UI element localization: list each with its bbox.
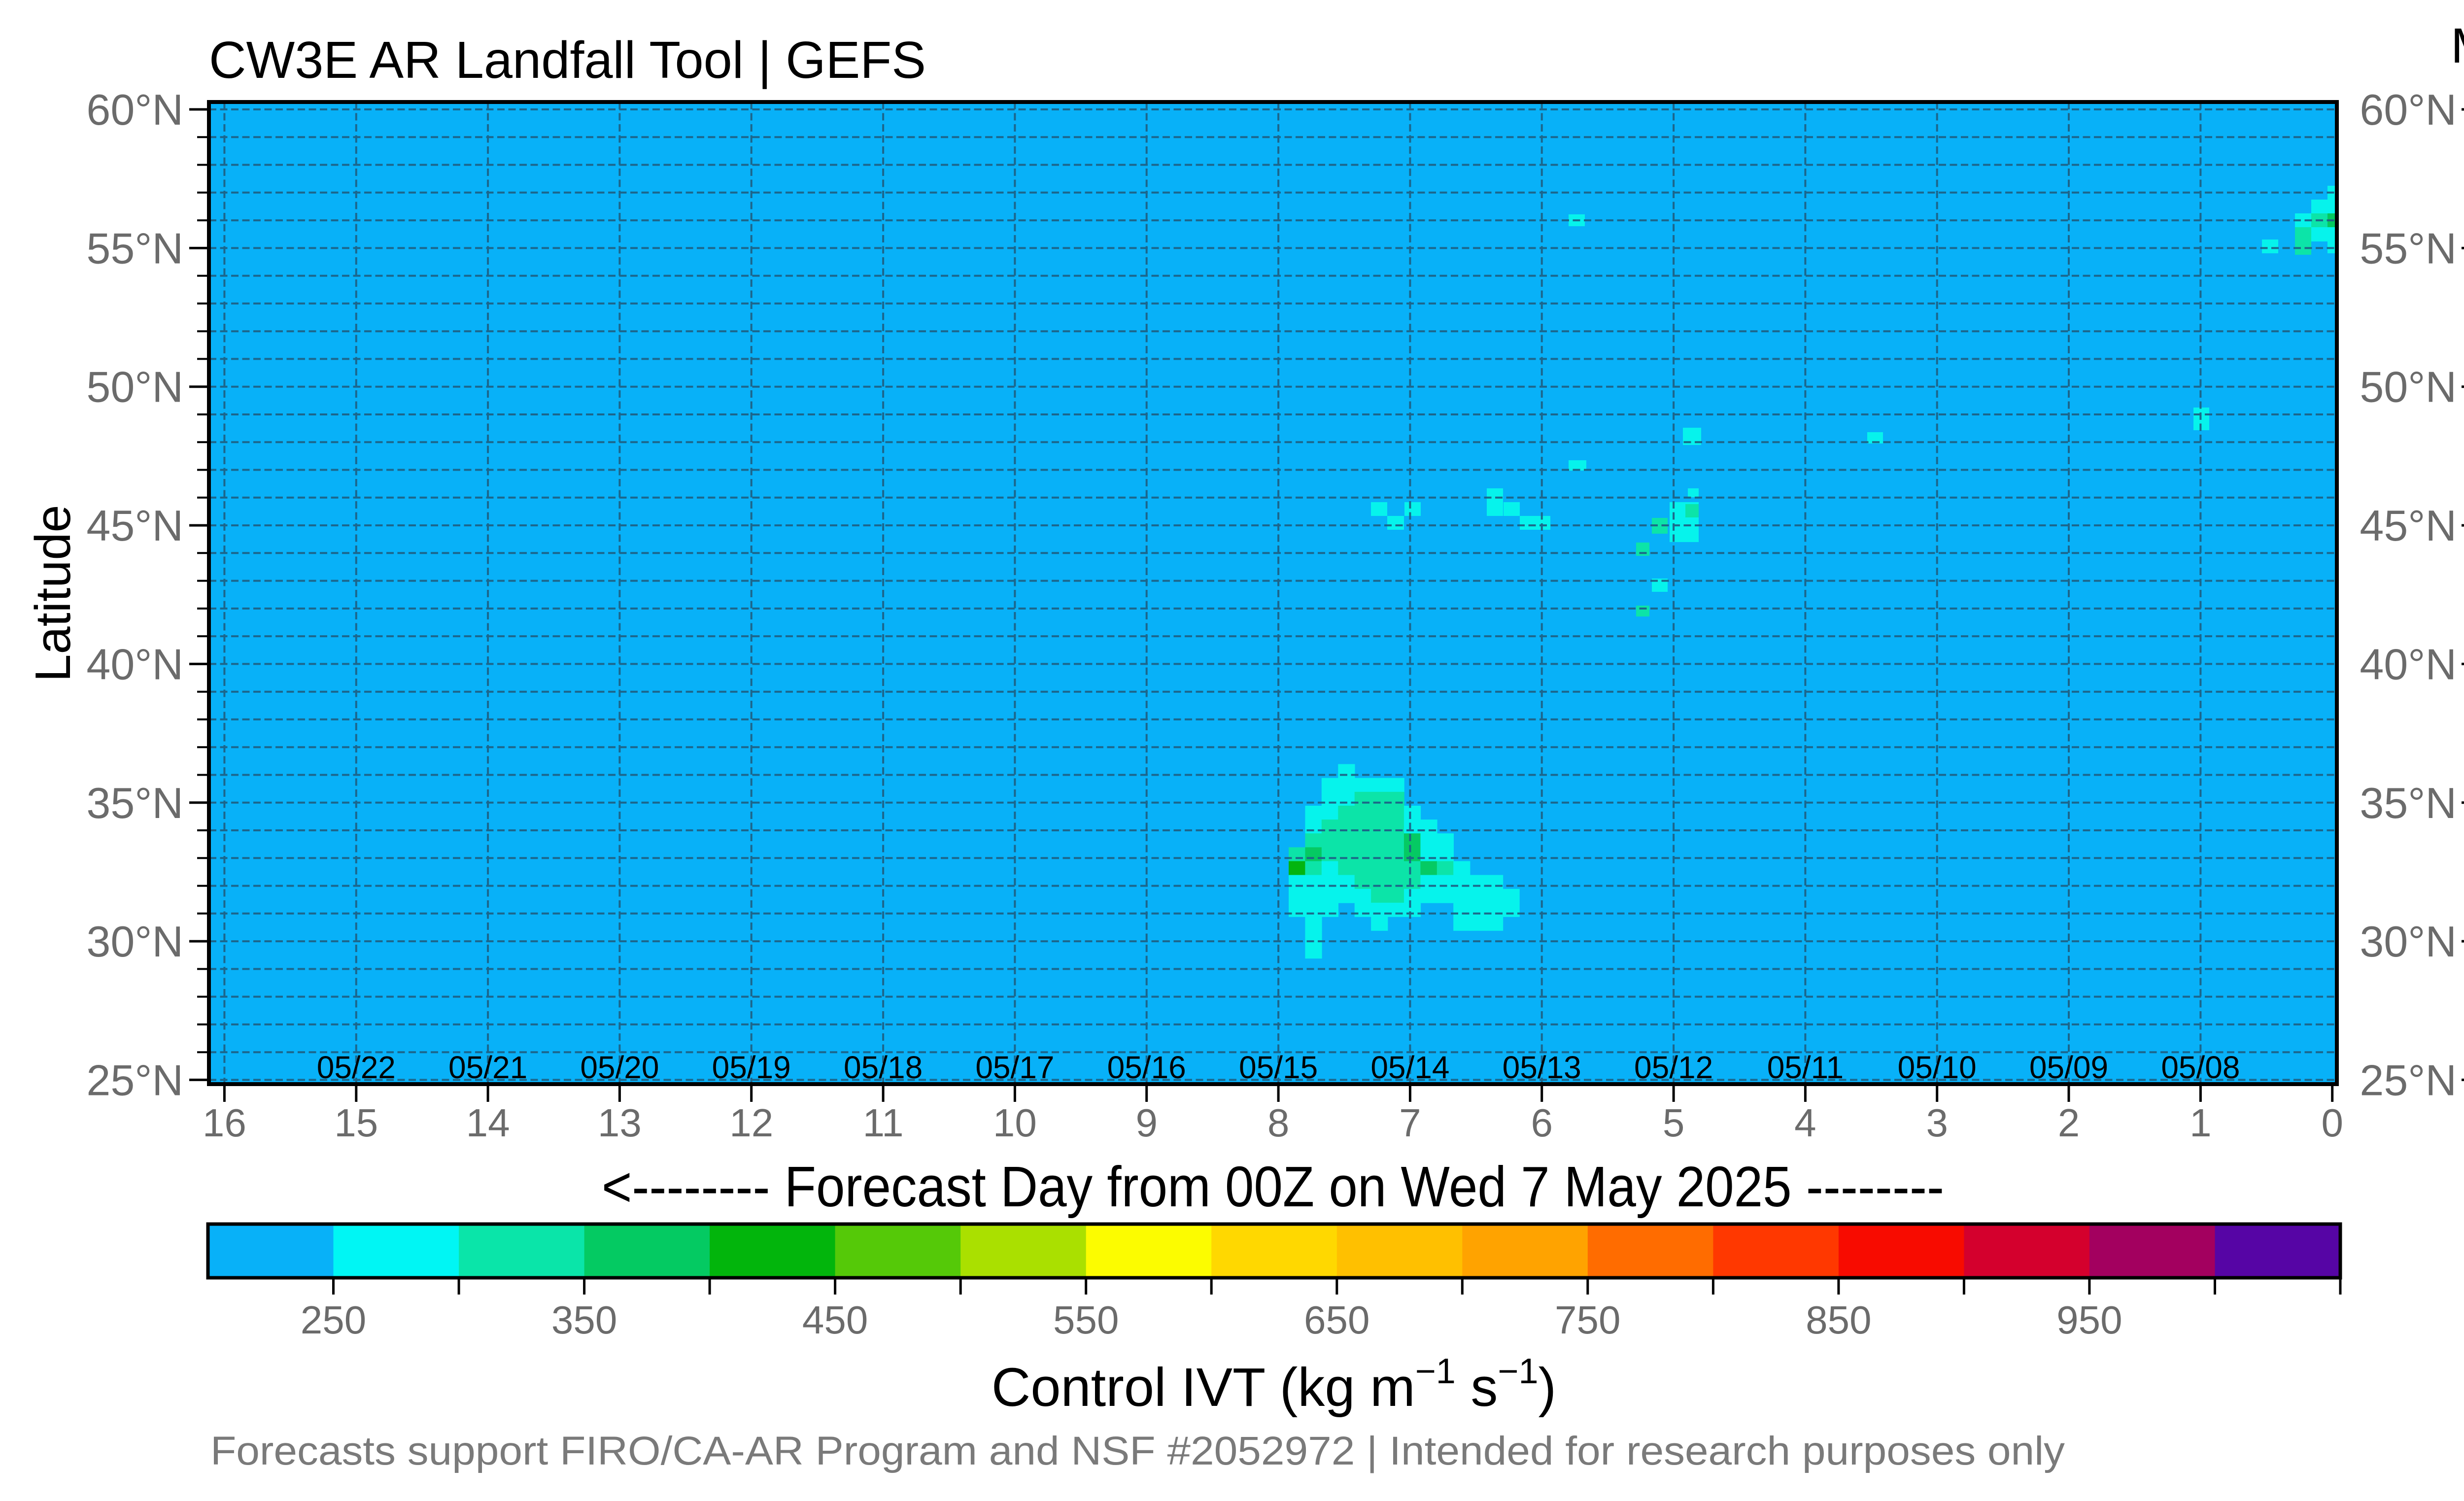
svg-text:05/16: 05/16 xyxy=(1107,1050,1186,1085)
svg-text:2: 2 xyxy=(2058,1101,2080,1145)
svg-text:05/12: 05/12 xyxy=(1634,1050,1713,1085)
svg-text:Control IVT (kg m−1 s−1): Control IVT (kg m−1 s−1) xyxy=(992,1352,1556,1418)
svg-text:12: 12 xyxy=(729,1101,773,1145)
svg-text:11: 11 xyxy=(863,1101,904,1145)
svg-text:05/17: 05/17 xyxy=(975,1050,1054,1085)
svg-text:15: 15 xyxy=(334,1101,378,1145)
svg-text:05/19: 05/19 xyxy=(712,1050,791,1085)
svg-text:13: 13 xyxy=(598,1101,642,1145)
svg-text:25°N: 25°N xyxy=(86,1056,183,1104)
svg-text:850: 850 xyxy=(1806,1298,1871,1342)
svg-text:35°N: 35°N xyxy=(2360,779,2457,827)
svg-text:40°N: 40°N xyxy=(86,640,183,688)
svg-text:950: 950 xyxy=(2056,1298,2122,1342)
svg-text:0: 0 xyxy=(2321,1101,2343,1145)
svg-text:30°N: 30°N xyxy=(86,917,183,966)
svg-text:Forecasts support FIRO/CA-AR P: Forecasts support FIRO/CA-AR Program and… xyxy=(210,1429,2065,1473)
svg-text:55°N: 55°N xyxy=(86,224,183,273)
svg-text:750: 750 xyxy=(1555,1298,1620,1342)
svg-text:05/18: 05/18 xyxy=(844,1050,923,1085)
svg-text:05/15: 05/15 xyxy=(1239,1050,1318,1085)
svg-text:45°N: 45°N xyxy=(2360,501,2457,550)
svg-text:14: 14 xyxy=(466,1101,510,1145)
svg-text:05/20: 05/20 xyxy=(580,1050,659,1085)
svg-text:Latitude: Latitude xyxy=(26,505,81,682)
svg-text:<-------- Forecast Day from 00: <-------- Forecast Day from 00Z on Wed 7… xyxy=(602,1155,1944,1219)
svg-text:450: 450 xyxy=(802,1298,868,1342)
svg-text:05/08: 05/08 xyxy=(2161,1050,2240,1085)
svg-text:10: 10 xyxy=(993,1101,1037,1145)
svg-text:250: 250 xyxy=(301,1298,366,1342)
svg-text:40°N: 40°N xyxy=(2360,640,2457,688)
svg-text:05/21: 05/21 xyxy=(448,1050,527,1085)
svg-text:4: 4 xyxy=(1794,1101,1816,1145)
svg-text:05/22: 05/22 xyxy=(317,1050,396,1085)
svg-text:CW3E AR Landfall Tool | GEFS: CW3E AR Landfall Tool | GEFS xyxy=(209,31,926,89)
svg-text:8: 8 xyxy=(1267,1101,1290,1145)
svg-text:6: 6 xyxy=(1531,1101,1553,1145)
svg-text:35°N: 35°N xyxy=(86,779,183,827)
svg-text:05/09: 05/09 xyxy=(2029,1050,2108,1085)
svg-text:5: 5 xyxy=(1663,1101,1685,1145)
svg-text:50°N: 50°N xyxy=(86,363,183,411)
svg-text:05/13: 05/13 xyxy=(1503,1050,1581,1085)
svg-text:05/10: 05/10 xyxy=(1898,1050,1977,1085)
svg-text:1: 1 xyxy=(2190,1101,2212,1145)
svg-text:3: 3 xyxy=(1926,1101,1948,1145)
svg-text:25°N: 25°N xyxy=(2360,1056,2457,1104)
svg-text:350: 350 xyxy=(551,1298,617,1342)
svg-text:550: 550 xyxy=(1053,1298,1119,1342)
svg-text:650: 650 xyxy=(1304,1298,1369,1342)
svg-text:60°N: 60°N xyxy=(86,85,183,134)
svg-text:16: 16 xyxy=(203,1101,246,1145)
svg-text:55°N: 55°N xyxy=(2360,224,2457,273)
svg-text:45°N: 45°N xyxy=(86,501,183,550)
svg-text:Model Run: 00Z Wed 7 May 2025: Model Run: 00Z Wed 7 May 2025 xyxy=(2451,18,2464,73)
svg-text:50°N: 50°N xyxy=(2360,363,2457,411)
svg-text:30°N: 30°N xyxy=(2360,917,2457,966)
svg-text:60°N: 60°N xyxy=(2360,85,2457,134)
svg-text:05/11: 05/11 xyxy=(1767,1050,1844,1085)
svg-text:9: 9 xyxy=(1135,1101,1158,1145)
svg-text:7: 7 xyxy=(1399,1101,1421,1145)
svg-text:05/14: 05/14 xyxy=(1370,1050,1449,1085)
